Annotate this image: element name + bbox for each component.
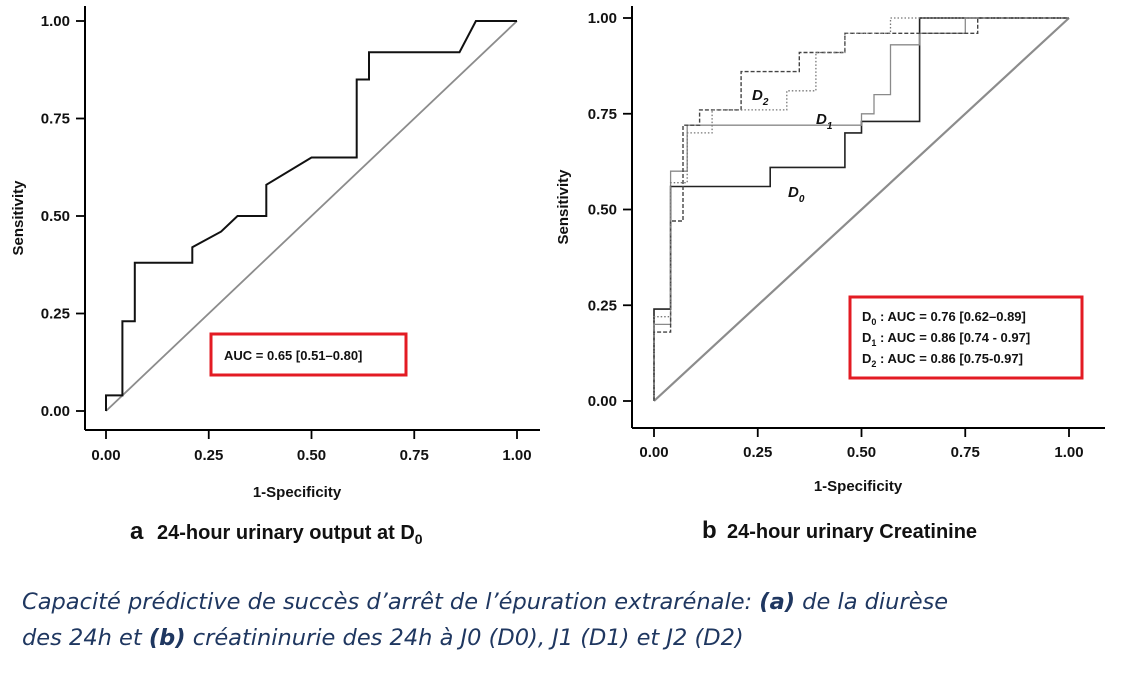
caption-line-1: Capacité prédictive de succès d’arrêt de… <box>22 584 1122 620</box>
reference-diagonal-b <box>653 17 1070 402</box>
auc-text-a: AUC = 0.65 [0.51–0.80] <box>224 348 362 363</box>
caption-bold-b: (b) <box>148 625 186 651</box>
y-tick-label: 1.00 <box>41 13 70 30</box>
x-tick-label: 0.00 <box>639 444 668 461</box>
auc-line-b: D2 : AUC = 0.86 [0.75-0.97] <box>862 351 1023 369</box>
curve-label-d2: D2 <box>752 87 769 108</box>
y-tick-label: 1.00 <box>588 10 617 27</box>
roc-figure: 0.00 0.25 0.50 0.75 1.00 0.00 0.25 0.50 0.75 1.0… <box>10 6 1105 547</box>
auc-box-b <box>848 295 1084 380</box>
roc-curve-d2b <box>653 17 1069 401</box>
x-axis-label-b: 1-Specificity <box>814 478 903 495</box>
panel-letter-b: b <box>702 517 717 544</box>
x-tick-label: 0.75 <box>400 447 429 464</box>
panel-subtitle-a-sub: 0 <box>415 531 423 547</box>
auc-box-a <box>209 332 408 377</box>
x-tick-label: 1.00 <box>1054 444 1083 461</box>
y-axis-label-b: Sensitivity <box>555 169 572 245</box>
y-axis-label-a: Sensitivity <box>10 180 27 256</box>
curve-label-d0: D0 <box>788 184 805 205</box>
reference-diagonal-a <box>105 20 518 412</box>
panel-subtitle-b: 24-hour urinary Creatinine <box>727 521 977 543</box>
caption-line2-tail: créatininurie des 24h à J0 (D0), J1 (D1)… <box>185 625 744 651</box>
panel-letter-a: a <box>130 518 144 545</box>
caption-bold-a: (a) <box>759 589 796 615</box>
panel-b: 0.00 0.25 0.50 0.75 1.00 0.00 0.25 0.50 0.75 1.0… <box>555 6 1105 544</box>
y-tick-label: 0.00 <box>588 393 617 410</box>
caption-line1-text: Capacité prédictive de succès d’arrêt de… <box>22 589 760 615</box>
x-tick-label: 0.25 <box>743 444 772 461</box>
auc-line-b: D1 : AUC = 0.86 [0.74 - 0.97] <box>862 330 1030 348</box>
y-tick-label: 0.75 <box>588 106 617 123</box>
auc-line-b: D0 : AUC = 0.76 [0.62–0.89] <box>862 309 1026 327</box>
y-tick-label: 0.50 <box>41 208 70 225</box>
x-tick-label: 1.00 <box>502 447 531 464</box>
roc-curve-a <box>105 20 517 411</box>
caption-line-2: des 24h et (b) créatininurie des 24h à J… <box>22 620 1122 656</box>
panel-subtitle-a: 24-hour urinary output at D0 <box>157 522 423 547</box>
y-tick-label: 0.75 <box>41 111 70 128</box>
x-tick-label: 0.75 <box>951 444 980 461</box>
panel-subtitle-a-text: 24-hour urinary output at D <box>157 522 415 544</box>
curve-label-d1: D1 <box>816 111 833 132</box>
x-tick-label: 0.50 <box>297 447 326 464</box>
caption-line1-tail: de la diurèse <box>795 589 949 615</box>
x-tick-label: 0.00 <box>91 447 120 464</box>
y-tick-label: 0.00 <box>41 403 70 420</box>
x-axis-label-a: 1-Specificity <box>253 484 342 501</box>
y-tick-label: 0.25 <box>588 297 617 314</box>
caption-line2-text: des 24h et <box>22 625 149 651</box>
y-tick-label: 0.25 <box>41 306 70 323</box>
y-tick-label: 0.50 <box>588 202 617 219</box>
x-tick-label: 0.25 <box>194 447 223 464</box>
figure-caption: Capacité prédictive de succès d’arrêt de… <box>22 584 1122 656</box>
x-tick-label: 0.50 <box>847 444 876 461</box>
panel-a: 0.00 0.25 0.50 0.75 1.00 0.00 0.25 0.50 0.75 1.0… <box>10 6 540 547</box>
